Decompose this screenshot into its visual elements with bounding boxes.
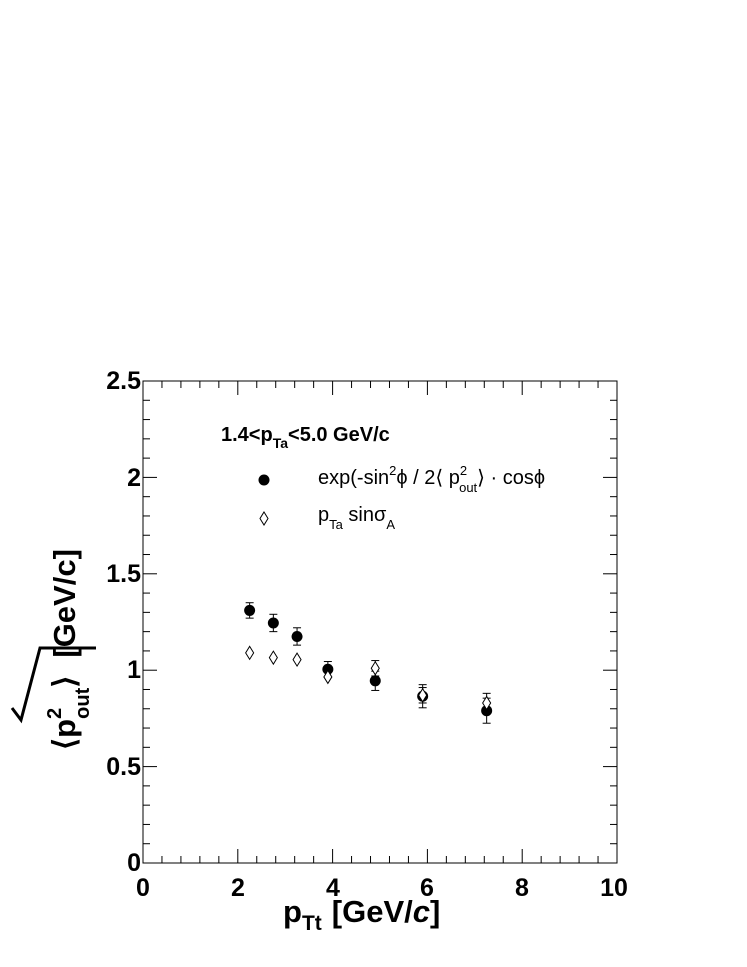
y-tick-label: 0 [127, 849, 141, 877]
legend-marker-open-diamond [259, 511, 269, 526]
axis-ticks [142, 380, 618, 864]
y-axis-sup: 2 [44, 708, 66, 719]
y-tick-label: 2.5 [106, 367, 141, 395]
data-point-open-diamond [370, 660, 380, 676]
data-point-open-diamond [292, 652, 302, 668]
data-point-filled-circle [322, 663, 334, 675]
data-point-open-diamond [268, 650, 278, 666]
x-tick-label: 10 [600, 874, 628, 902]
y-tick-label: 2 [127, 464, 141, 492]
y-tick-label: 1 [127, 656, 141, 684]
legend-marker-filled-circle [258, 474, 270, 486]
data-point-filled-circle [267, 617, 279, 629]
y-axis-title: ⟨p2 out⟩ [GeV/c] [10, 549, 96, 750]
data-marks [244, 602, 493, 724]
data-point-filled-circle [244, 604, 256, 616]
data-point-open-diamond [323, 669, 333, 685]
y-axis-open-angle: ⟨ [47, 738, 82, 750]
x-tick-label: 0 [136, 874, 150, 902]
data-point-open-diamond [418, 687, 428, 703]
sqrt-symbol [10, 646, 96, 724]
y-axis-close-angle: ⟩ [47, 676, 82, 688]
data-point-filled-circle [369, 675, 381, 687]
x-tick-labels: 0 2 4 6 8 10 [136, 874, 628, 902]
x-tick-label: 8 [515, 874, 529, 902]
data-point-filled-circle [291, 630, 303, 642]
y-tick-label: 0.5 [106, 753, 141, 781]
y-tick-labels: 0 0.5 1 1.5 2 2.5 [106, 367, 141, 877]
x-tick-label: 6 [420, 874, 434, 902]
data-point-open-diamond [482, 695, 492, 711]
legend-entry-series-2: pTa sinσA [318, 504, 395, 532]
x-tick-label: 2 [231, 874, 245, 902]
plot-frame [142, 380, 618, 864]
legend: 1.4<pTa<5.0 GeV/c exp(-sin2ϕ / 2⟨ p2 out⟩… [221, 424, 545, 532]
y-tick-label: 1.5 [106, 560, 141, 588]
y-axis-unit: [GeV/c] [47, 549, 82, 658]
x-tick-label: 4 [326, 874, 340, 902]
legend-header: 1.4<pTa<5.0 GeV/c [221, 424, 390, 451]
y-axis-base: p [47, 719, 82, 738]
x-axis-title: pTt [GeV/c] [283, 894, 440, 935]
data-point-open-diamond [245, 645, 255, 661]
y-axis-sub: out [72, 687, 94, 718]
legend-entry-series-1: exp(-sin2ϕ / 2⟨ p2 out⟩ · cosϕ [318, 463, 545, 495]
